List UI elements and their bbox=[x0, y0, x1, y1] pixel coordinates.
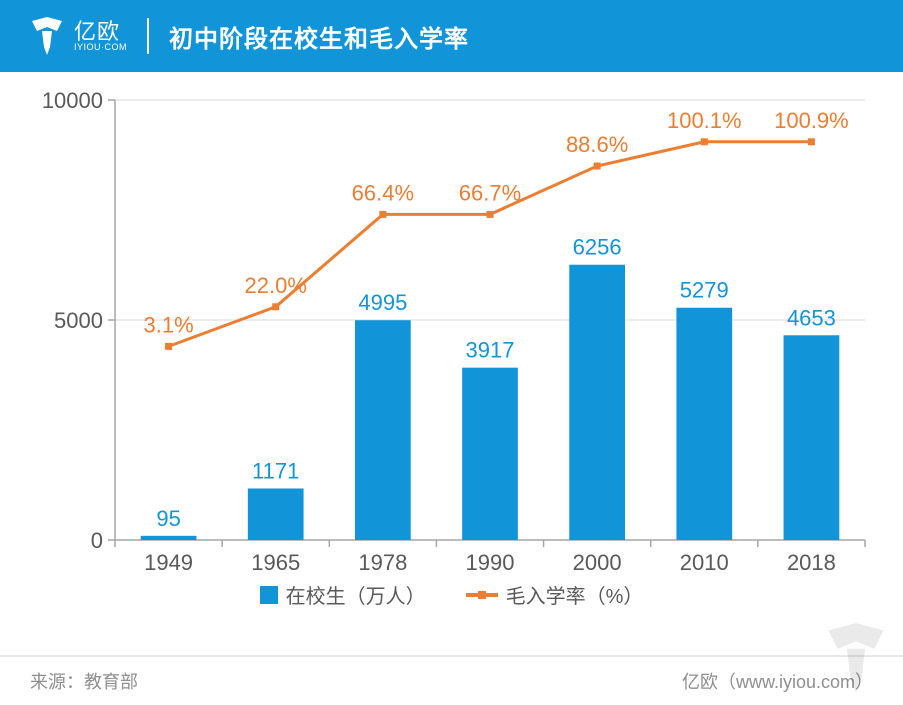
svg-text:1949: 1949 bbox=[144, 550, 193, 575]
line-marker bbox=[379, 211, 386, 218]
chart-svg: 0 5000 10000 1949 1965 1978 1990 2000 2010 2018 95… bbox=[30, 90, 875, 620]
svg-text:5000: 5000 bbox=[54, 308, 103, 333]
bar bbox=[248, 488, 304, 540]
footer-bar: 来源：教育部 亿欧（www.iyiou.com） bbox=[0, 655, 903, 705]
svg-text:10000: 10000 bbox=[42, 90, 103, 113]
bar bbox=[462, 368, 518, 540]
bar bbox=[676, 308, 732, 540]
footer-brand: 亿欧（www.iyiou.com） bbox=[682, 668, 873, 694]
legend-swatch-line bbox=[466, 593, 498, 597]
svg-text:4995: 4995 bbox=[358, 290, 407, 315]
line-marker bbox=[165, 343, 172, 350]
svg-text:95: 95 bbox=[156, 506, 180, 531]
svg-text:2018: 2018 bbox=[787, 550, 836, 575]
svg-text:0: 0 bbox=[91, 528, 103, 553]
chart-title: 初中阶段在校生和毛入学率 bbox=[169, 19, 469, 54]
svg-text:1171: 1171 bbox=[252, 458, 299, 483]
logo-en: IYIOU·COM bbox=[74, 43, 127, 52]
bar bbox=[569, 265, 625, 540]
header-bar: 亿欧 IYIOU·COM 初中阶段在校生和毛入学率 bbox=[0, 0, 903, 72]
bar bbox=[784, 335, 840, 540]
svg-text:2000: 2000 bbox=[573, 550, 622, 575]
line-marker bbox=[594, 163, 601, 170]
svg-text:3.1%: 3.1% bbox=[143, 312, 193, 337]
svg-text:3917: 3917 bbox=[466, 338, 515, 363]
svg-text:66.7%: 66.7% bbox=[459, 180, 521, 205]
svg-text:66.4%: 66.4% bbox=[352, 180, 414, 205]
line-marker bbox=[701, 138, 708, 145]
legend-item-bars: 在校生（万人） bbox=[260, 580, 426, 609]
footer-source: 来源：教育部 bbox=[30, 668, 138, 694]
legend-label-line: 毛入学率（%） bbox=[506, 580, 644, 609]
svg-text:22.0%: 22.0% bbox=[245, 273, 307, 298]
header-divider bbox=[147, 18, 149, 54]
legend: 在校生（万人） 毛入学率（%） bbox=[0, 580, 903, 609]
logo-text: 亿欧 IYIOU·COM bbox=[74, 20, 127, 53]
logo-block: 亿欧 IYIOU·COM bbox=[30, 17, 127, 55]
bar bbox=[141, 536, 197, 540]
svg-text:6256: 6256 bbox=[573, 235, 622, 260]
line-marker bbox=[808, 138, 815, 145]
svg-text:100.9%: 100.9% bbox=[774, 108, 849, 133]
svg-text:1965: 1965 bbox=[251, 550, 300, 575]
legend-item-line: 毛入学率（%） bbox=[466, 580, 644, 609]
svg-text:4653: 4653 bbox=[787, 305, 836, 330]
chart-area: 0 5000 10000 1949 1965 1978 1990 2000 2010 2018 95… bbox=[30, 90, 875, 620]
svg-text:1990: 1990 bbox=[466, 550, 515, 575]
line-marker bbox=[487, 211, 494, 218]
bar bbox=[355, 320, 411, 540]
svg-text:1978: 1978 bbox=[358, 550, 407, 575]
svg-text:2010: 2010 bbox=[680, 550, 729, 575]
line-marker bbox=[272, 303, 279, 310]
svg-text:5279: 5279 bbox=[680, 278, 729, 303]
legend-label-bars: 在校生（万人） bbox=[286, 580, 426, 609]
svg-text:88.6%: 88.6% bbox=[566, 132, 628, 157]
legend-swatch-bar bbox=[260, 586, 278, 604]
yiou-logo-icon bbox=[30, 17, 64, 55]
logo-cn: 亿欧 bbox=[74, 20, 127, 43]
svg-text:100.1%: 100.1% bbox=[667, 108, 742, 133]
